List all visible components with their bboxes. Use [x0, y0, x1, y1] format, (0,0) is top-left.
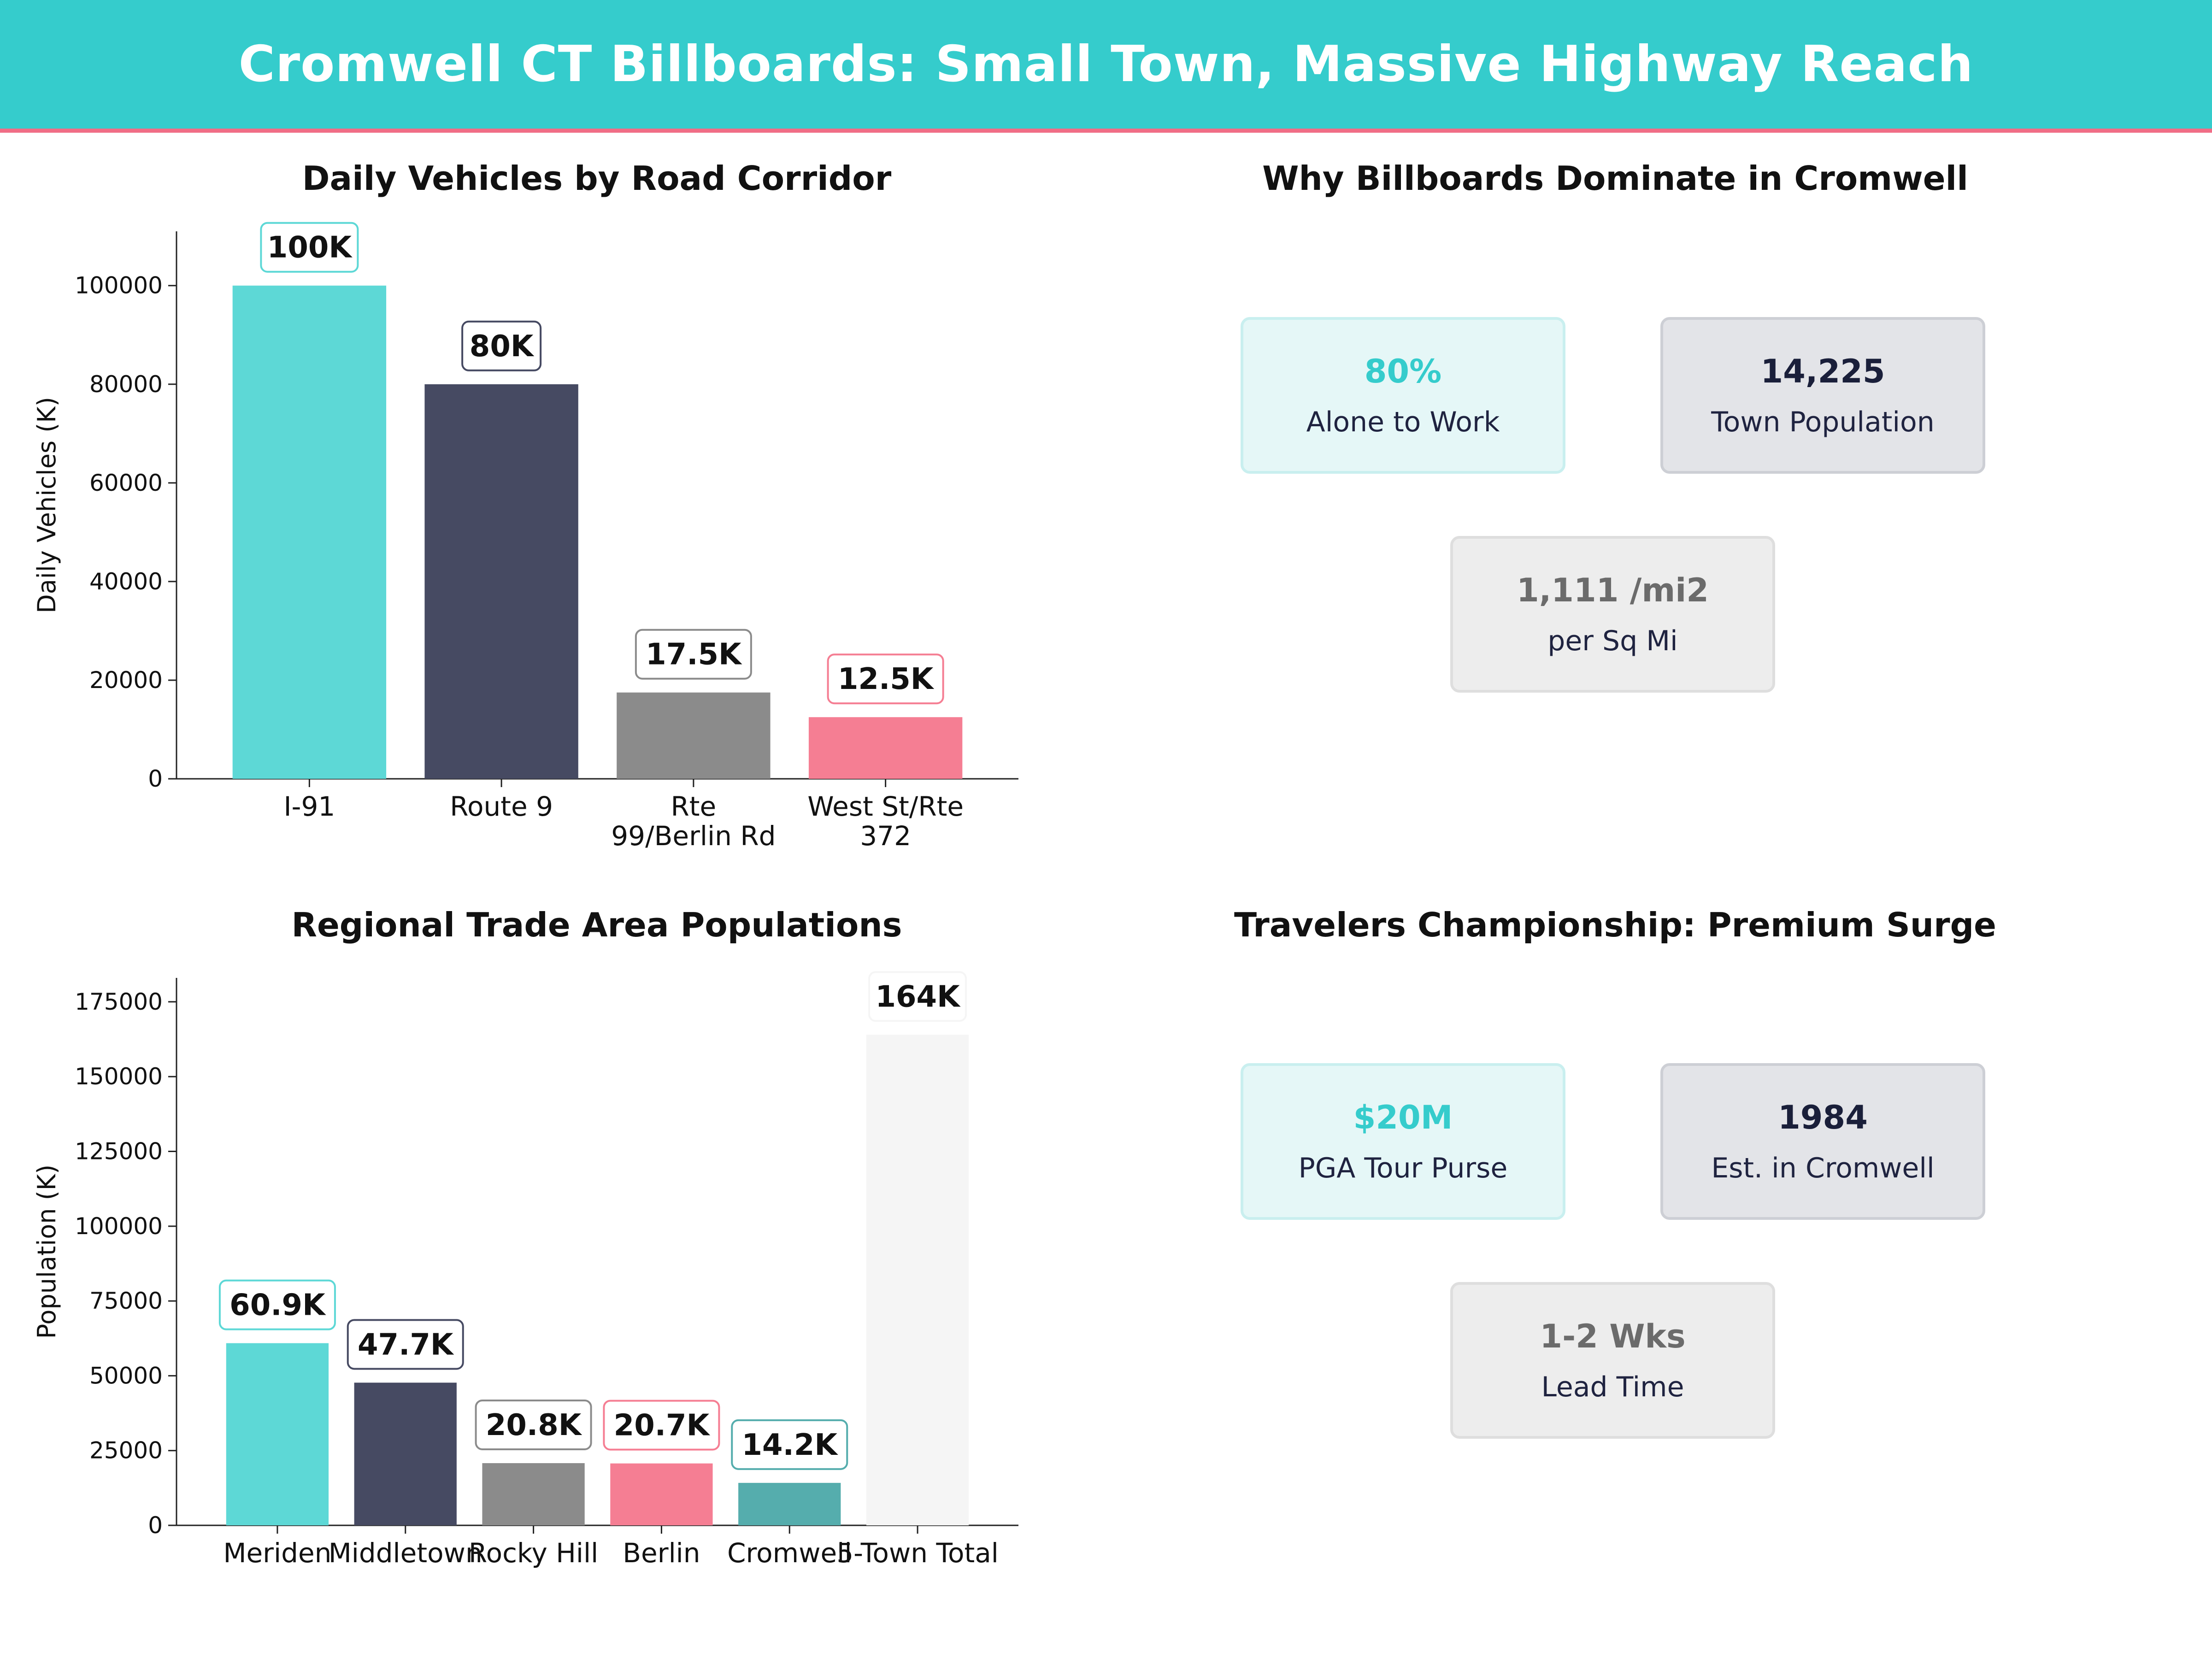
- data-label-box: [868, 971, 967, 1022]
- data-label-box: [475, 1399, 592, 1450]
- y-tick-label: 25000: [89, 1437, 163, 1464]
- x-tick-label: 99/Berlin Rd: [611, 820, 776, 852]
- stat-value: 14,225: [1760, 352, 1885, 390]
- x-tick-label: 5-Town Total: [836, 1537, 999, 1569]
- data-label-box: [731, 1419, 848, 1470]
- data-label-box: [603, 1400, 720, 1451]
- x-tick-label: 372: [860, 820, 911, 852]
- data-label-box: [461, 320, 542, 371]
- x-tick-label: I-91: [283, 791, 335, 822]
- y-tick-label: 0: [148, 765, 163, 792]
- data-label-box: [635, 629, 752, 680]
- x-tick-label: Rte: [671, 791, 717, 822]
- stat-label: PGA Tour Purse: [1298, 1152, 1508, 1184]
- x-tick-label: West St/Rte: [807, 791, 964, 822]
- population-chart-title: Regional Trade Area Populations: [291, 906, 902, 944]
- bar: [232, 285, 387, 779]
- y-tick-label: 100000: [75, 272, 163, 299]
- vehicles-chart-title: Daily Vehicles by Road Corridor: [302, 159, 892, 198]
- y-axis-label: Population (K): [32, 1165, 61, 1339]
- y-tick-label: 75000: [89, 1288, 163, 1314]
- x-tick-label: Rocky Hill: [469, 1537, 598, 1569]
- y-tick-label: 150000: [75, 1063, 163, 1090]
- y-tick-label: 0: [148, 1512, 163, 1539]
- x-tick-label: Meriden: [223, 1537, 331, 1569]
- stat-label: per Sq Mi: [1547, 624, 1678, 657]
- x-tick-label: Cromwell: [727, 1537, 852, 1569]
- data-label: 14.2K: [742, 1428, 839, 1462]
- x-tick-label: Middletown: [329, 1537, 482, 1569]
- bar: [482, 1463, 585, 1525]
- data-label: 47.7K: [358, 1328, 454, 1362]
- data-label: 17.5K: [646, 638, 742, 672]
- y-tick-label: 80000: [89, 371, 163, 398]
- bar: [866, 1035, 969, 1525]
- why-panel-title: Why Billboards Dominate in Cromwell: [1262, 159, 1968, 198]
- stat-value: 80%: [1364, 352, 1442, 390]
- stat-value: 1-2 Wks: [1540, 1317, 1686, 1355]
- data-label-box: [347, 1319, 464, 1370]
- y-tick-label: 175000: [75, 988, 163, 1015]
- data-label: 20.8K: [486, 1408, 582, 1442]
- x-tick-label: Berlin: [623, 1537, 700, 1569]
- title-banner: Cromwell CT Billboards: Small Town, Mass…: [0, 0, 2212, 133]
- bar: [617, 692, 771, 779]
- stat-card-lead-time: 1-2 Wks Lead Time: [1450, 1282, 1775, 1439]
- bar: [424, 384, 578, 779]
- y-tick-label: 60000: [89, 470, 163, 496]
- stat-label: Town Population: [1711, 406, 1935, 438]
- stat-value: 1984: [1778, 1098, 1868, 1136]
- data-label: 60.9K: [229, 1288, 326, 1323]
- bar: [738, 1483, 841, 1525]
- stat-label: Alone to Work: [1306, 406, 1500, 438]
- stat-label: Est. in Cromwell: [1711, 1152, 1935, 1184]
- data-label: 80K: [470, 329, 535, 364]
- data-label: 12.5K: [838, 662, 935, 696]
- stat-card-town-population: 14,225 Town Population: [1660, 317, 1985, 474]
- data-label: 100K: [267, 231, 353, 265]
- data-label: 164K: [875, 980, 961, 1014]
- bar: [610, 1463, 713, 1525]
- bar: [354, 1382, 457, 1525]
- page-title: Cromwell CT Billboards: Small Town, Mass…: [238, 35, 1974, 93]
- x-tick-label: Route 9: [450, 791, 553, 822]
- stat-card-established: 1984 Est. in Cromwell: [1660, 1063, 1985, 1220]
- stat-card-pga-purse: $20M PGA Tour Purse: [1241, 1063, 1565, 1220]
- bar: [808, 717, 963, 779]
- y-tick-label: 20000: [89, 667, 163, 694]
- y-tick-label: 50000: [89, 1362, 163, 1389]
- data-label-box: [218, 1279, 336, 1330]
- y-axis-label: Daily Vehicles (K): [32, 397, 61, 613]
- y-tick-label: 125000: [75, 1138, 163, 1165]
- y-tick-label: 40000: [89, 568, 163, 595]
- y-tick-label: 100000: [75, 1213, 163, 1240]
- stat-label: Lead Time: [1541, 1371, 1684, 1403]
- bar: [226, 1343, 329, 1525]
- data-label-box: [827, 653, 944, 705]
- stat-value: $20M: [1353, 1098, 1453, 1136]
- travelers-panel-title: Travelers Championship: Premium Surge: [1234, 906, 1996, 944]
- stat-value: 1,111 /mi2: [1517, 571, 1709, 609]
- stat-card-alone-to-work: 80% Alone to Work: [1241, 317, 1565, 474]
- stat-card-density: 1,111 /mi2 per Sq Mi: [1450, 536, 1775, 693]
- data-label: 20.7K: [614, 1409, 711, 1443]
- data-label-box: [260, 222, 359, 273]
